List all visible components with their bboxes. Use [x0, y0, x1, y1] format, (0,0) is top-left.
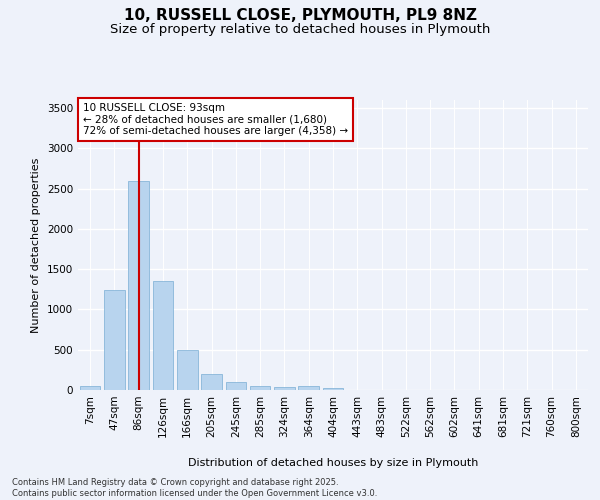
Bar [298, 386, 319, 390]
Text: Distribution of detached houses by size in Plymouth: Distribution of detached houses by size … [188, 458, 478, 468]
Bar [323, 388, 343, 390]
Text: 10 RUSSELL CLOSE: 93sqm
← 28% of detached houses are smaller (1,680)
72% of semi: 10 RUSSELL CLOSE: 93sqm ← 28% of detache… [83, 103, 348, 136]
Text: Contains HM Land Registry data © Crown copyright and database right 2025.
Contai: Contains HM Land Registry data © Crown c… [12, 478, 377, 498]
Bar [274, 387, 295, 390]
Bar [128, 180, 149, 390]
Bar [104, 290, 125, 390]
Text: Size of property relative to detached houses in Plymouth: Size of property relative to detached ho… [110, 22, 490, 36]
Bar [201, 374, 222, 390]
Bar [250, 386, 271, 390]
Bar [177, 350, 197, 390]
Y-axis label: Number of detached properties: Number of detached properties [31, 158, 41, 332]
Bar [226, 382, 246, 390]
Bar [152, 281, 173, 390]
Text: 10, RUSSELL CLOSE, PLYMOUTH, PL9 8NZ: 10, RUSSELL CLOSE, PLYMOUTH, PL9 8NZ [124, 8, 476, 22]
Bar [80, 386, 100, 390]
